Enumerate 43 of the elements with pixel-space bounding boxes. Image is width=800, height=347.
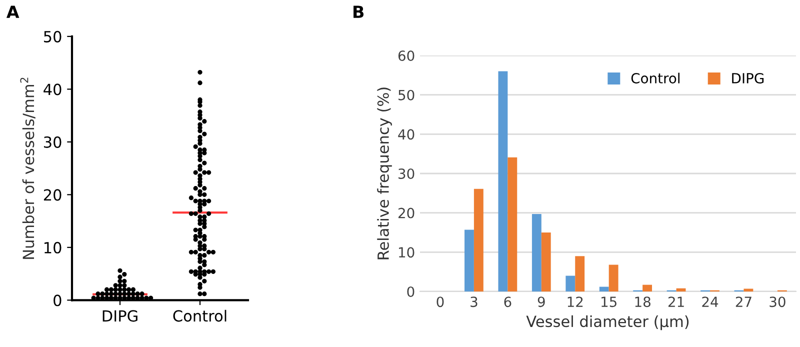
x-tick-label: 24 bbox=[702, 296, 718, 307]
x-axis-title: Vessel diameter (µm) bbox=[526, 315, 689, 330]
bar bbox=[566, 276, 576, 292]
y-tick-label: 60 bbox=[398, 50, 414, 61]
x-tick-label: 3 bbox=[470, 296, 478, 308]
bar bbox=[575, 256, 585, 292]
y-tick-label: 20 bbox=[44, 189, 62, 201]
x-tick-label: 30 bbox=[770, 296, 786, 308]
bar bbox=[642, 284, 652, 292]
bar bbox=[508, 157, 518, 292]
y-axis-title: Relative frequency (%) bbox=[377, 88, 392, 260]
y-tick-label: 40 bbox=[44, 84, 62, 96]
legend-label: Control bbox=[631, 72, 680, 84]
y-tick-label: 10 bbox=[398, 247, 414, 258]
text: A bbox=[6, 6, 20, 18]
bar bbox=[474, 188, 484, 292]
y-tick-label: 50 bbox=[398, 90, 414, 100]
bar bbox=[498, 71, 508, 292]
bar bbox=[744, 288, 754, 292]
y-tick-label: 30 bbox=[44, 136, 62, 148]
bar bbox=[676, 288, 686, 292]
x-tick-label: 9 bbox=[538, 296, 545, 308]
y-tick-label: 10 bbox=[44, 242, 62, 254]
bar bbox=[608, 264, 618, 292]
x-tick-label: 18 bbox=[635, 296, 650, 308]
y-tick-label: 50 bbox=[44, 30, 62, 42]
y-tick-label: 20 bbox=[398, 208, 414, 218]
y-axis-title: Number of vessels/mm$^{2}$ bbox=[20, 78, 36, 259]
y-tick-label: 40 bbox=[398, 129, 414, 140]
x-tick-label: 15 bbox=[602, 296, 616, 308]
bar bbox=[599, 286, 609, 292]
y-tick-label: 0 bbox=[407, 286, 414, 297]
text: B bbox=[354, 6, 364, 18]
bar bbox=[532, 214, 542, 292]
y-tick-label: 30 bbox=[398, 168, 414, 179]
x-tick-label: 6 bbox=[504, 296, 512, 308]
bar bbox=[541, 232, 551, 292]
x-tick-label: 0 bbox=[436, 296, 444, 308]
legend-label: DIPG bbox=[732, 72, 764, 84]
bar bbox=[464, 230, 474, 292]
x-tick-label: 27 bbox=[736, 296, 752, 307]
x-tick-label: 21 bbox=[668, 296, 684, 307]
x-tick-label: 12 bbox=[568, 296, 583, 307]
